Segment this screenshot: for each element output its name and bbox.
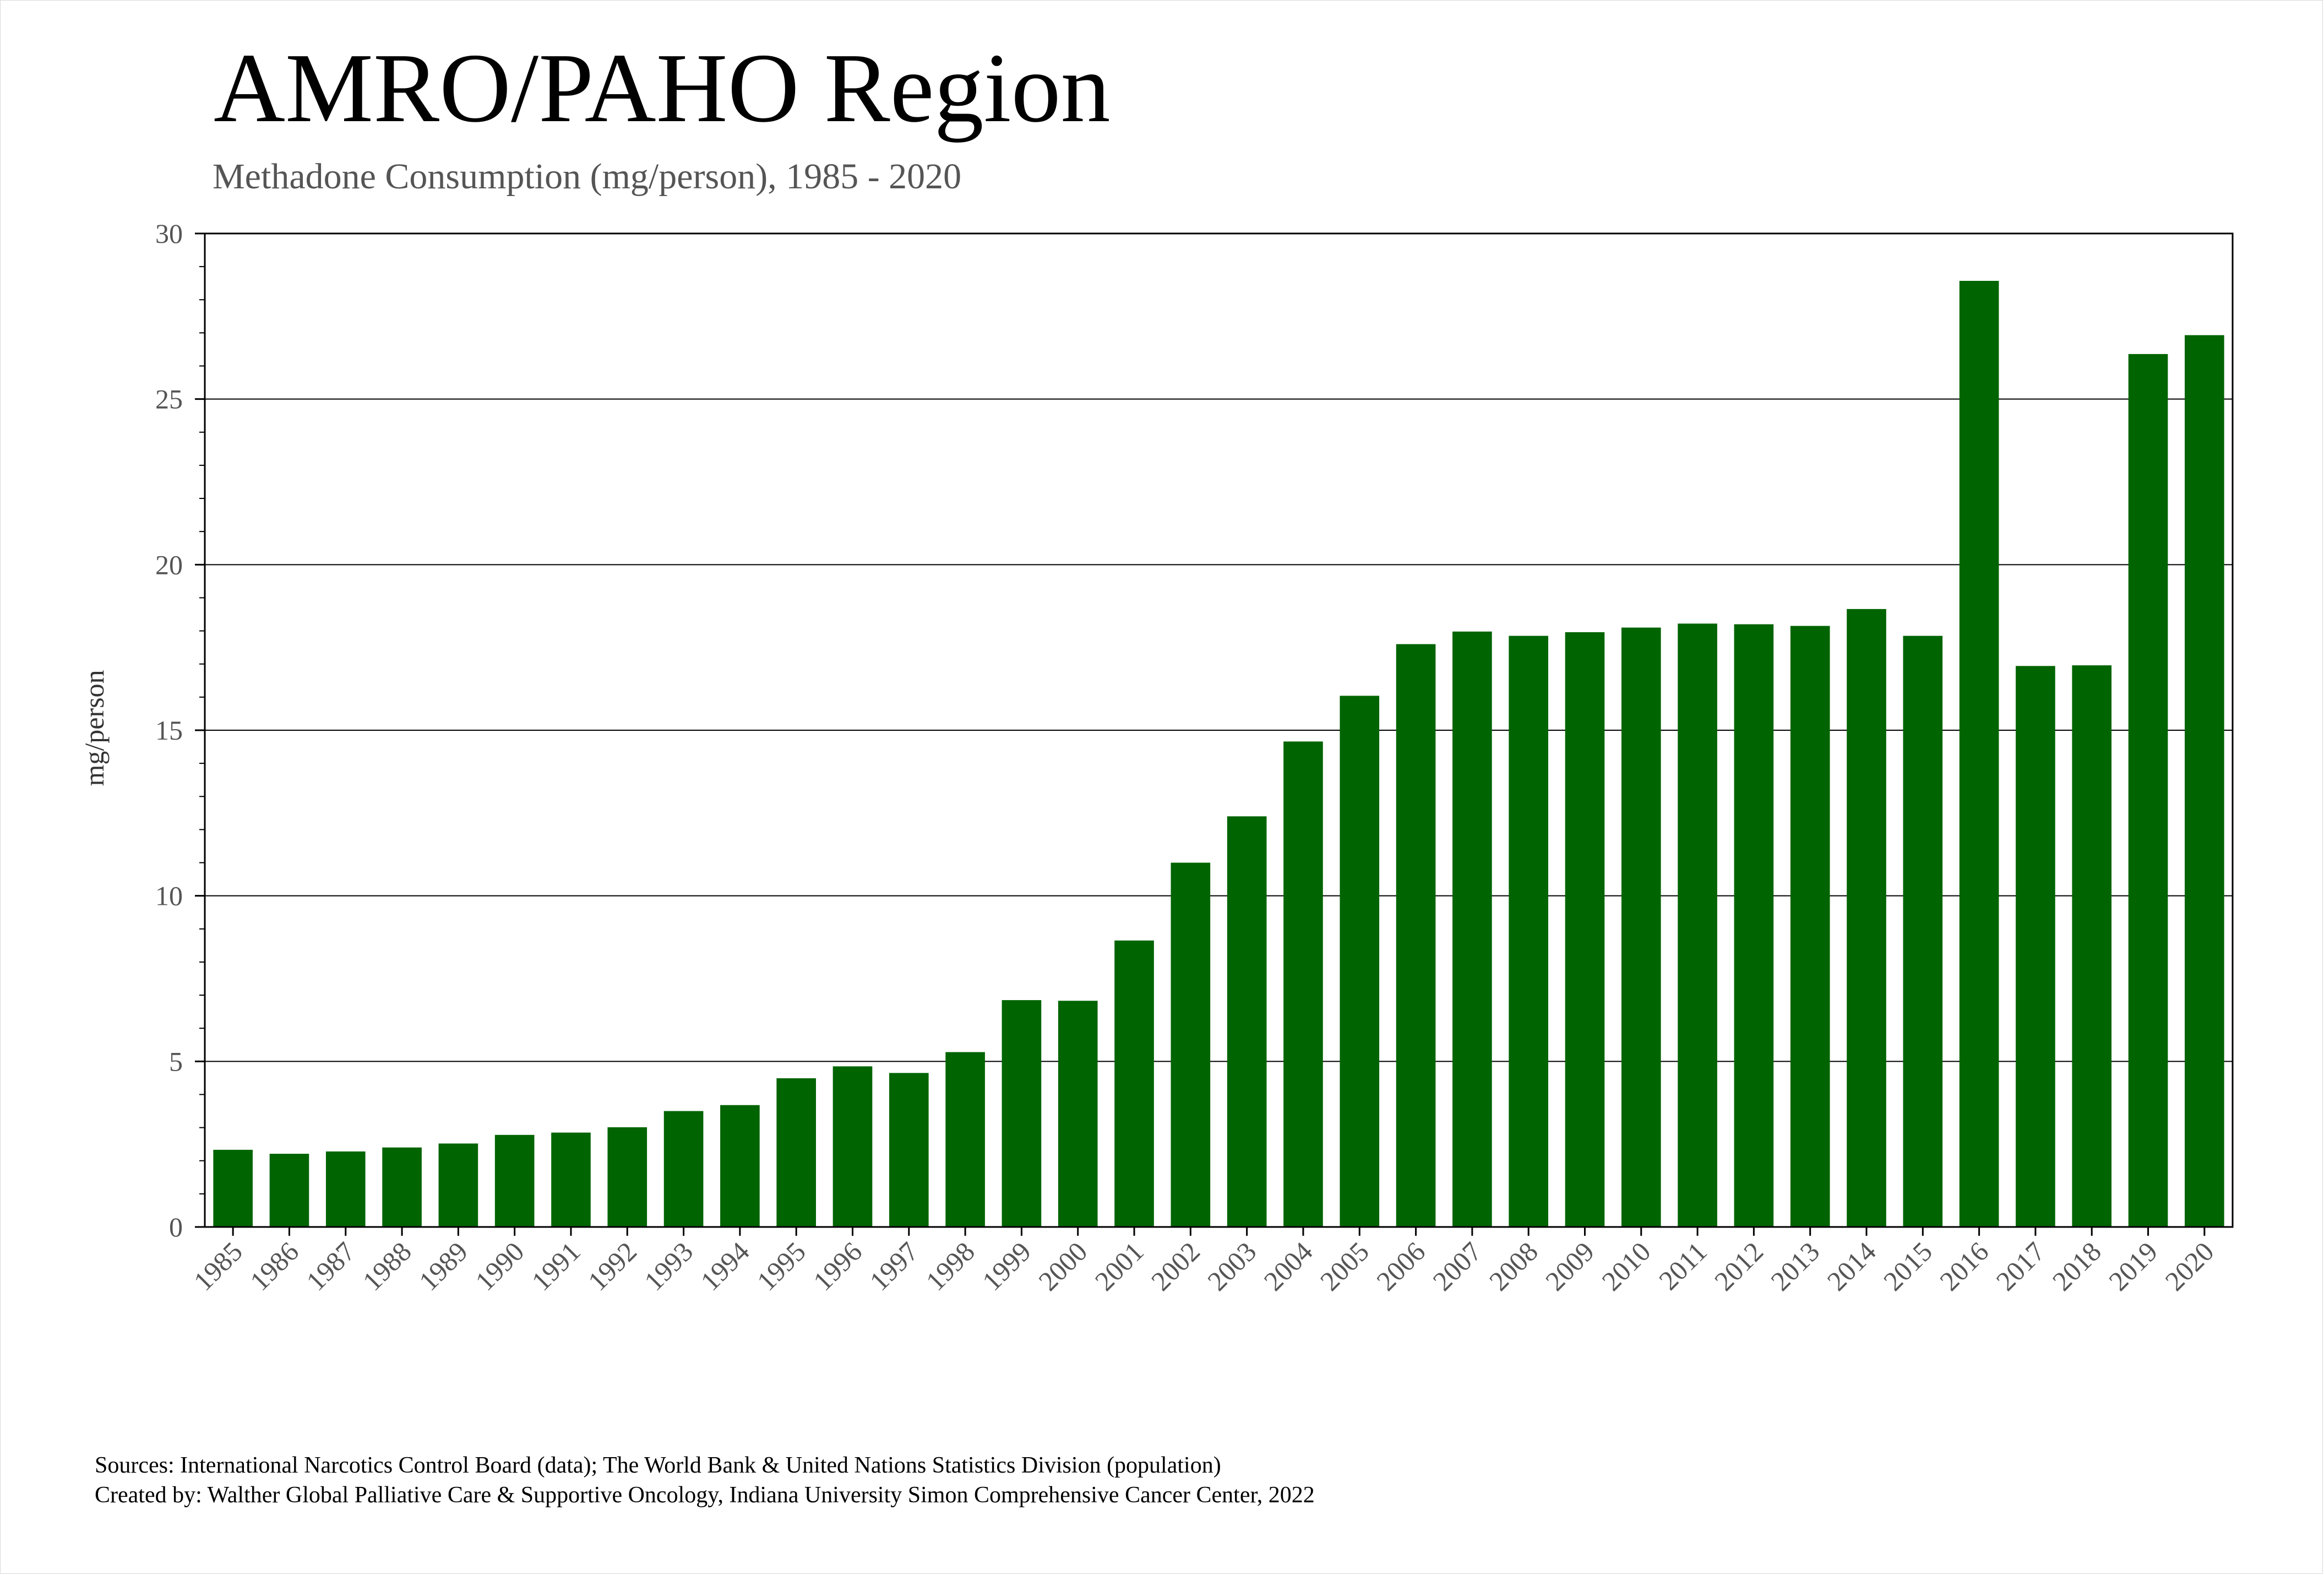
- x-tick-label: 1985: [188, 1236, 248, 1296]
- bar-1997: [889, 1073, 929, 1227]
- x-tick-label: 2017: [1990, 1236, 2050, 1296]
- x-tick-label: 2012: [1708, 1236, 1769, 1296]
- y-tick-label: 5: [169, 1046, 183, 1077]
- bar-2013: [1790, 626, 1830, 1227]
- x-tick-label: 2013: [1765, 1236, 1825, 1296]
- x-tick-label: 1997: [863, 1236, 924, 1296]
- bar-1986: [269, 1154, 309, 1227]
- y-tick-label: 15: [155, 715, 183, 746]
- x-tick-label: 2000: [1032, 1236, 1093, 1296]
- bar-2003: [1227, 816, 1267, 1227]
- x-tick-label: 2018: [2047, 1236, 2107, 1296]
- x-tick-label: 1987: [300, 1236, 361, 1296]
- x-tick-label: 1993: [638, 1236, 699, 1296]
- x-tick-label: 1996: [807, 1236, 868, 1296]
- x-tick-label: 2002: [1145, 1236, 1206, 1296]
- bar-2017: [2016, 666, 2055, 1227]
- x-tick-label: 1998: [920, 1236, 981, 1296]
- bar-2000: [1058, 1001, 1098, 1227]
- x-tick-label: 1986: [244, 1236, 304, 1296]
- chart-title: AMRO/PAHO Region: [214, 33, 1111, 143]
- x-tick-label: 1990: [469, 1236, 530, 1296]
- x-tick-label: 2014: [1821, 1236, 1881, 1296]
- bar-1993: [663, 1111, 704, 1227]
- x-tick-label: 2004: [1258, 1236, 1318, 1296]
- x-tick-label: 2005: [1314, 1236, 1375, 1296]
- bar-2010: [1621, 627, 1661, 1227]
- x-tick-label: 1994: [694, 1236, 755, 1296]
- bar-2007: [1452, 631, 1492, 1227]
- bar-1996: [832, 1066, 873, 1227]
- bar-1990: [494, 1134, 535, 1227]
- x-tick-label: 1989: [413, 1236, 473, 1296]
- y-tick-label: 30: [155, 218, 183, 249]
- bar-2015: [1903, 636, 1943, 1227]
- x-tick-label: 1992: [582, 1236, 643, 1296]
- footer-sources: Sources: International Narcotics Control…: [95, 1453, 1221, 1478]
- x-tick-label: 1995: [751, 1236, 812, 1296]
- bar-1987: [325, 1151, 366, 1227]
- x-tick-label: 2007: [1427, 1236, 1487, 1296]
- footer-credit: Created by: Walther Global Palliative Ca…: [95, 1482, 1315, 1508]
- x-tick-label: 2016: [1934, 1236, 1994, 1296]
- x-tick-label: 1999: [976, 1236, 1037, 1296]
- chart-subtitle: Methadone Consumption (mg/person), 1985 …: [213, 156, 962, 197]
- bar-2009: [1565, 632, 1605, 1227]
- x-tick-label: 2001: [1089, 1236, 1150, 1296]
- bar-1991: [551, 1132, 591, 1227]
- x-tick-label: 1988: [357, 1236, 417, 1296]
- bar-1992: [607, 1127, 647, 1227]
- y-axis-tick-labels: 0 5 10 15 20 25 30: [155, 218, 183, 1242]
- bars: [213, 280, 2224, 1228]
- bar-2005: [1340, 696, 1380, 1227]
- y-axis-title: mg/person: [79, 670, 110, 786]
- y-tick-label: 20: [155, 549, 183, 580]
- x-tick-label: 2006: [1370, 1236, 1431, 1296]
- x-tick-label: 2010: [1596, 1236, 1656, 1296]
- x-tick-label: 2011: [1653, 1236, 1713, 1296]
- y-tick-label: 25: [155, 384, 183, 415]
- bar-2008: [1509, 636, 1548, 1227]
- x-tick-label: 1991: [525, 1236, 586, 1296]
- bar-2011: [1678, 623, 1717, 1227]
- bar-1989: [438, 1143, 478, 1227]
- x-tick-label: 2020: [2159, 1236, 2219, 1296]
- x-axis-ticks: [232, 1227, 2206, 1236]
- bar-1988: [382, 1147, 422, 1227]
- gridlines: [205, 398, 2233, 1062]
- bar-1985: [213, 1149, 253, 1227]
- bar-2016: [1959, 280, 1999, 1227]
- x-axis-tick-labels: 1985198619871988198919901991199219931994…: [188, 1236, 2220, 1296]
- bar-2019: [2128, 354, 2168, 1228]
- bar-2001: [1114, 940, 1154, 1227]
- y-tick-label: 10: [155, 881, 183, 911]
- x-tick-label: 2019: [2103, 1236, 2163, 1296]
- y-axis-ticks: [195, 232, 205, 1228]
- x-tick-label: 2015: [1877, 1236, 1938, 1296]
- bar-2014: [1847, 609, 1886, 1227]
- bar-2020: [2185, 335, 2224, 1227]
- bar-1998: [945, 1052, 985, 1227]
- bar-2002: [1171, 862, 1211, 1227]
- bar-1994: [720, 1105, 760, 1227]
- bar-2018: [2072, 665, 2112, 1227]
- x-tick-label: 2009: [1539, 1236, 1600, 1296]
- y-tick-label: 0: [169, 1212, 183, 1242]
- bar-1999: [1002, 1000, 1042, 1227]
- bar-2006: [1396, 644, 1436, 1227]
- bar-2012: [1734, 624, 1774, 1227]
- bar-2004: [1283, 741, 1323, 1227]
- bar-1995: [776, 1078, 817, 1227]
- x-tick-label: 2008: [1483, 1236, 1544, 1296]
- x-tick-label: 2003: [1201, 1236, 1262, 1296]
